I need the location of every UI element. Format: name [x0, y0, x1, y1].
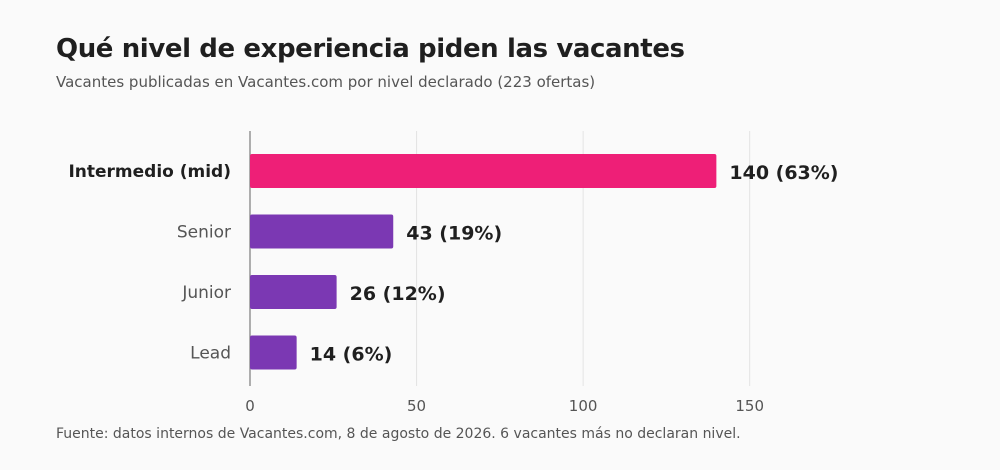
value-label: 140 (63%) — [729, 162, 838, 184]
category-label: Junior — [181, 283, 231, 303]
value-label: 43 (19%) — [406, 223, 502, 245]
bars — [250, 154, 717, 370]
value-label: 26 (12%) — [350, 283, 446, 305]
value-label: 14 (6%) — [310, 344, 393, 366]
chart-title: Qué nivel de experiencia piden las vacan… — [56, 34, 685, 64]
category-label: Senior — [177, 223, 231, 243]
x-axis-ticks: 0 50 100 150 — [245, 397, 764, 415]
bar — [250, 275, 337, 309]
x-tick-label: 0 — [245, 397, 255, 415]
x-tick-label: 50 — [407, 397, 426, 415]
x-tick-label: 150 — [735, 397, 764, 415]
value-labels: 140 (63%) 43 (19%) 26 (12%) 14 (6%) — [310, 162, 839, 366]
bar — [250, 214, 394, 249]
bar — [250, 335, 297, 370]
category-label: Intermedio (mid) — [68, 162, 231, 182]
bar — [250, 154, 717, 188]
chart-subtitle: Vacantes publicadas en Vacantes.com por … — [56, 73, 596, 91]
category-labels: Intermedio (mid) Senior Junior Lead — [68, 162, 231, 364]
chart-footer: Fuente: datos internos de Vacantes.com, … — [56, 426, 741, 442]
x-tick-label: 100 — [569, 397, 598, 415]
category-label: Lead — [190, 344, 231, 364]
